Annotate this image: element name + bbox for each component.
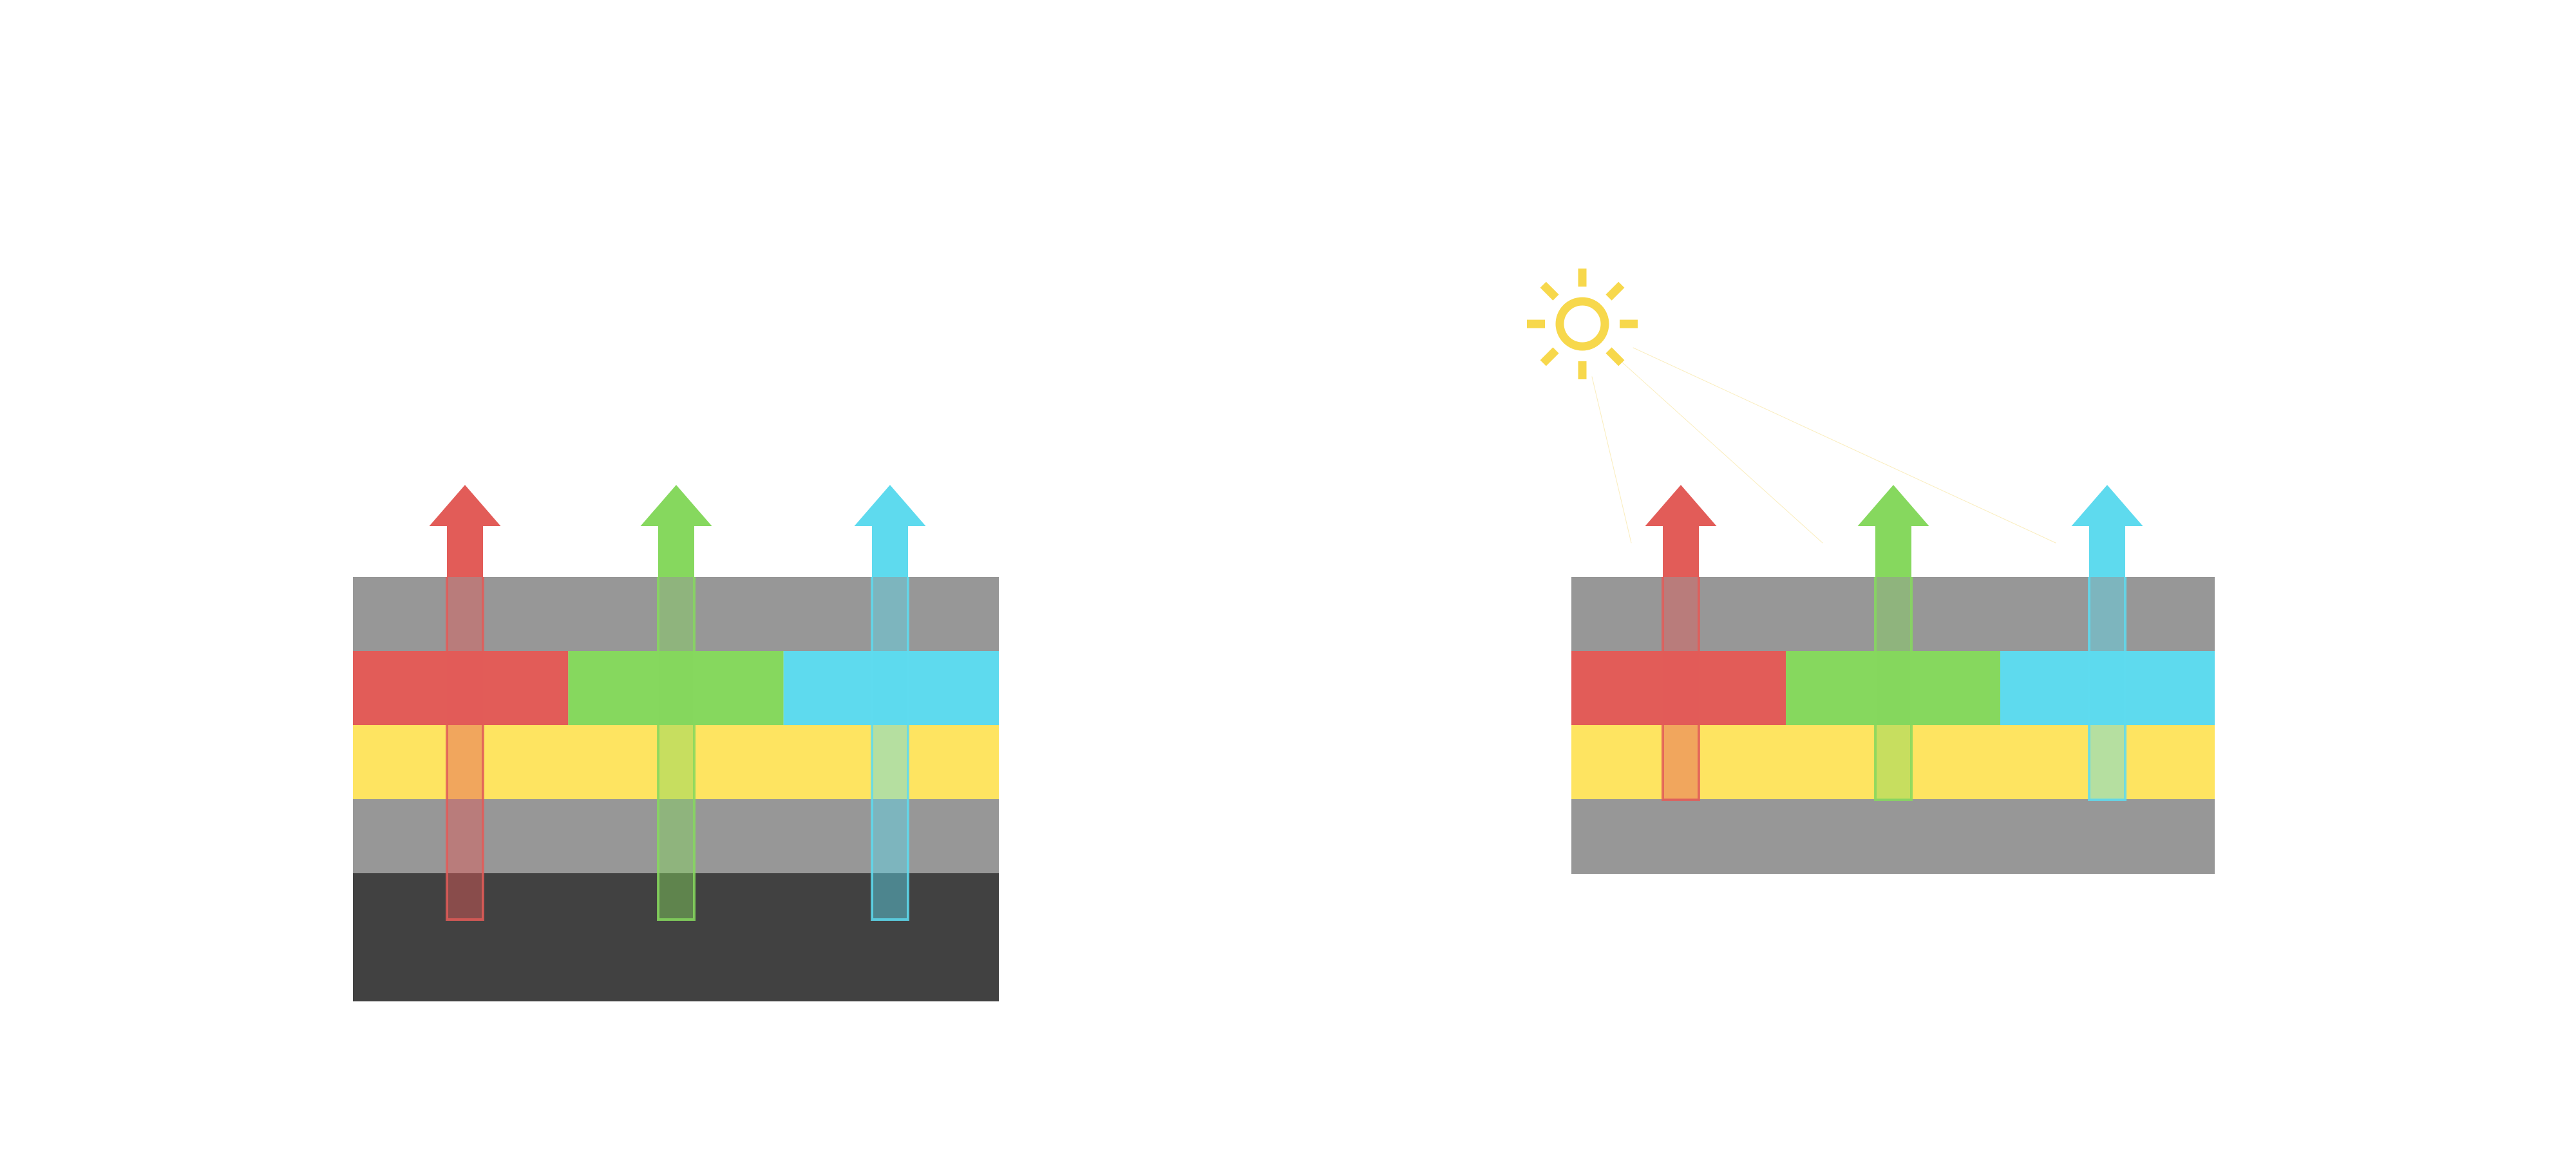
gray-top-layer <box>353 577 999 651</box>
sun-ray <box>1540 347 1559 366</box>
gray-top-layer <box>1571 577 2215 651</box>
sun-beam-3 <box>1633 347 2056 544</box>
red-light-arrow-inner-shaft <box>1662 577 1700 801</box>
left-display-stack-layers <box>353 577 999 1001</box>
left-display-stack <box>353 485 999 1001</box>
gray-bottom-layer <box>353 799 999 873</box>
blue-light-arrow-head <box>2071 485 2143 577</box>
green-light-arrow-head <box>640 485 712 577</box>
green-light-arrow-inner-shaft <box>657 577 696 921</box>
red-light-arrow-head <box>429 485 501 577</box>
rgb-filter-segment-green <box>1786 651 2000 725</box>
dark-substrate-layer <box>353 873 999 1001</box>
green-light-arrow <box>640 485 712 921</box>
sun-ray <box>1605 347 1625 366</box>
rgb-filter-segment-green <box>568 651 784 725</box>
sun-ray <box>1605 281 1625 301</box>
green-light-arrow-inner-shaft <box>1874 577 1913 801</box>
sun-beam-2 <box>1620 360 1823 544</box>
red-light-arrow <box>429 485 501 921</box>
rgb-filter-segment-blue <box>783 651 999 725</box>
right-display-stack-layers <box>1571 577 2215 874</box>
yellow-layer <box>353 725 999 799</box>
rgb-filter-segment-red <box>353 651 569 725</box>
right-display-stack <box>1527 269 2215 874</box>
red-light-arrow-inner-shaft <box>446 577 484 921</box>
sun-icon <box>1527 269 1638 379</box>
gray-bottom-layer <box>1571 799 2215 874</box>
blue-light-arrow <box>2071 485 2143 801</box>
blue-light-arrow-head <box>854 485 926 577</box>
sun-beam-1 <box>1591 376 1632 544</box>
sun-ray <box>1540 281 1559 301</box>
red-light-arrow-head <box>1645 485 1717 577</box>
red-light-arrow <box>1645 485 1717 801</box>
green-light-arrow-head <box>1857 485 1929 577</box>
blue-light-arrow-inner-shaft <box>2088 577 2126 801</box>
green-light-arrow <box>1857 485 1929 801</box>
blue-light-arrow <box>854 485 926 921</box>
rgb-filter-segment-blue <box>2000 651 2215 725</box>
sun-ring <box>1555 297 1609 351</box>
rgb-filter-segment-red <box>1571 651 1786 725</box>
blue-light-arrow-inner-shaft <box>871 577 909 921</box>
yellow-layer <box>1571 725 2215 799</box>
